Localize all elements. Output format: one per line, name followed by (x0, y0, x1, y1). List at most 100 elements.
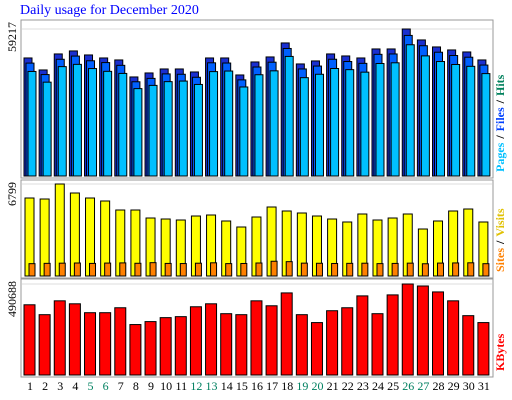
x-tick-label: 3 (57, 379, 63, 393)
bar (341, 307, 354, 376)
chart-title: Daily usage for December 2020 (20, 3, 199, 18)
bar (205, 303, 218, 376)
x-tick-label: 20 (311, 379, 323, 393)
bar (447, 300, 460, 376)
bar (28, 263, 36, 277)
bar (477, 322, 490, 376)
bar (134, 262, 142, 277)
bar (269, 70, 279, 177)
legend-separator: / (493, 135, 507, 140)
x-tick-label: 13 (206, 379, 218, 393)
bar (310, 322, 323, 376)
bar (405, 44, 415, 177)
bar (466, 65, 476, 177)
legend: Sites / Visits (493, 208, 507, 272)
bar (104, 262, 112, 277)
bar (420, 55, 430, 177)
bar (285, 261, 293, 277)
x-tick-label: 2 (42, 379, 48, 393)
bar (89, 262, 97, 277)
bar (401, 283, 414, 376)
bar (330, 67, 340, 177)
x-tick-label: 27 (417, 379, 429, 393)
legend: Pages / Files / Hits (493, 74, 507, 172)
bar (163, 81, 173, 177)
x-tick-label: 22 (342, 379, 354, 393)
x-tick-label: 16 (251, 379, 263, 393)
bar (300, 262, 308, 277)
bar (346, 262, 354, 277)
x-tick-label: 5 (88, 379, 94, 393)
y-tick-label: 6799 (5, 182, 19, 206)
bar (148, 84, 158, 177)
bar (280, 292, 293, 376)
bar (133, 88, 143, 177)
bar (254, 74, 264, 177)
bar (68, 303, 81, 376)
bar (38, 314, 51, 376)
bar (118, 72, 128, 177)
bar (88, 68, 98, 177)
bar (194, 262, 202, 277)
bar (27, 70, 37, 177)
x-tick-label: 28 (433, 379, 445, 393)
bar (54, 183, 65, 277)
x-tick-label: 12 (190, 379, 202, 393)
x-tick-label: 18 (281, 379, 293, 393)
bar (114, 307, 127, 376)
bar (72, 63, 82, 177)
x-tick-label: 9 (148, 379, 154, 393)
bar (437, 262, 445, 277)
bar (451, 63, 461, 177)
legend-entry: Visits (493, 208, 507, 237)
bar (481, 73, 491, 177)
bar (57, 66, 67, 177)
y-tick-label: 490688 (5, 281, 19, 317)
x-tick-label: 4 (72, 379, 78, 393)
bar (255, 262, 263, 277)
bar (299, 77, 309, 177)
bar (189, 306, 202, 376)
x-tick-label: 7 (118, 379, 124, 393)
x-tick-label: 10 (160, 379, 172, 393)
bar (345, 69, 355, 177)
legend-entry: Files (493, 107, 507, 131)
bar (149, 262, 157, 277)
bar (265, 305, 278, 376)
bar (376, 263, 384, 277)
bar (73, 262, 81, 277)
bar (482, 263, 490, 277)
x-tick-label: 29 (448, 379, 460, 393)
legend-entry: Hits (493, 74, 507, 96)
bar (144, 321, 157, 376)
x-tick-label: 11 (176, 379, 188, 393)
bar (164, 262, 172, 277)
bar (391, 262, 399, 277)
bar (129, 324, 142, 376)
legend-entry: Pages (493, 142, 507, 172)
x-tick-label: 25 (387, 379, 399, 393)
bar (386, 294, 399, 376)
bar (356, 295, 369, 376)
x-tick-label: 26 (402, 379, 414, 393)
bar (375, 62, 385, 177)
bar (432, 291, 445, 376)
bar (315, 262, 323, 277)
bar (371, 313, 384, 376)
bar (209, 71, 219, 177)
x-tick-label: 21 (327, 379, 339, 393)
bar (53, 300, 66, 376)
x-tick-label: 23 (357, 379, 369, 393)
bar (235, 314, 248, 376)
bar (250, 300, 263, 376)
bar (240, 262, 248, 277)
bar (421, 263, 429, 277)
x-tick-label: 17 (266, 379, 278, 393)
x-tick-label: 15 (236, 379, 248, 393)
legend-entry: KBytes (493, 333, 507, 371)
bar (220, 313, 233, 376)
bar (462, 315, 475, 376)
bar (295, 314, 308, 376)
